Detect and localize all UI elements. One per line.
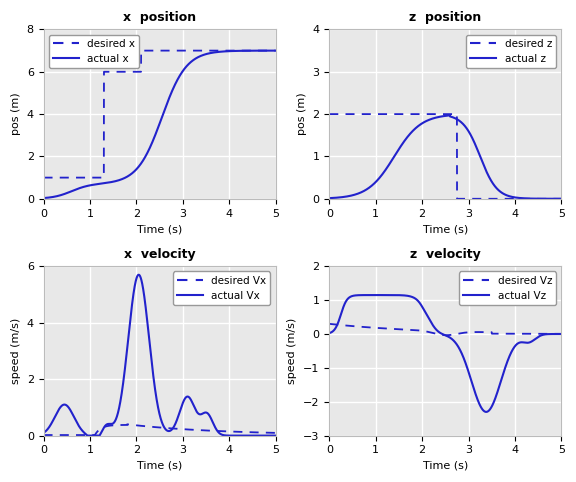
- Title: x  position: x position: [123, 11, 196, 24]
- Y-axis label: speed (m/s): speed (m/s): [287, 318, 297, 384]
- Title: x  velocity: x velocity: [124, 248, 195, 261]
- Title: z  position: z position: [409, 11, 482, 24]
- Y-axis label: pos (m): pos (m): [297, 93, 307, 135]
- Legend: desired z, actual z: desired z, actual z: [466, 35, 556, 68]
- X-axis label: Time (s): Time (s): [423, 461, 468, 471]
- X-axis label: Time (s): Time (s): [423, 224, 468, 234]
- X-axis label: Time (s): Time (s): [137, 461, 182, 471]
- Legend: desired Vx, actual Vx: desired Vx, actual Vx: [173, 271, 271, 305]
- Legend: desired x, actual x: desired x, actual x: [49, 35, 139, 68]
- Y-axis label: speed (m/s): speed (m/s): [11, 318, 21, 384]
- Legend: desired Vz, actual Vz: desired Vz, actual Vz: [459, 271, 556, 305]
- Y-axis label: pos (m): pos (m): [11, 93, 21, 135]
- X-axis label: Time (s): Time (s): [137, 224, 182, 234]
- Title: z  velocity: z velocity: [410, 248, 481, 261]
